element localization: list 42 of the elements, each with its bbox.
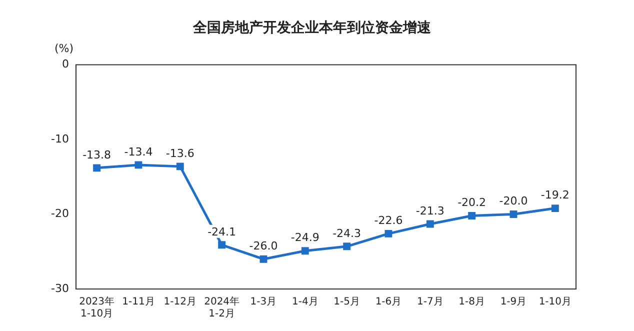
point	[176, 162, 184, 170]
y-tick-label: -30	[51, 282, 69, 295]
x-tick-label: 1-10月	[538, 296, 572, 308]
x-tick-label: 1-11月	[122, 296, 155, 308]
point	[134, 161, 142, 169]
data-label: -20.2	[458, 196, 486, 210]
x-tick-label: 1-3月	[250, 296, 277, 308]
x-tick-label: 2024年 1-2月	[204, 296, 240, 320]
x-tick-label: 1-4月	[292, 296, 318, 308]
x-tick-label: 1-9月	[500, 296, 527, 308]
data-label: -19.2	[540, 188, 570, 202]
x-tick-label: 2023年 1-10月	[79, 296, 115, 320]
data-label: -24.1	[208, 225, 236, 238]
data-label: -20.0	[499, 194, 528, 208]
y-tick-label: -10	[51, 132, 69, 146]
point	[301, 247, 309, 255]
point	[468, 212, 476, 220]
point	[510, 210, 518, 218]
point	[384, 230, 392, 238]
x-tick-label: 1-6月	[375, 296, 402, 308]
data-label: -21.3	[416, 204, 444, 218]
point	[93, 164, 101, 172]
y-axis-title: (%)	[54, 42, 74, 56]
data-label: -13.8	[82, 148, 112, 162]
point	[426, 220, 434, 228]
y-tick-label: 0	[62, 58, 69, 71]
chart-title: 全国房地产开发企业本年到位资金增速	[192, 19, 432, 36]
data-label: -13.4	[124, 145, 153, 158]
data-label: -24.3	[332, 226, 362, 240]
y-tick-label: -20	[51, 207, 69, 220]
data-label: -26.0	[249, 239, 278, 252]
point	[218, 241, 226, 249]
data-label: -13.6	[166, 146, 194, 160]
x-tick-label: 1-8月	[458, 296, 485, 308]
point	[551, 204, 559, 212]
x-tick-label: 1-7月	[416, 296, 444, 308]
x-tick-label: 1-5月	[334, 296, 360, 308]
data-label: -24.9	[290, 231, 320, 244]
x-tick-label: 1-12月	[164, 296, 196, 308]
point	[343, 242, 351, 250]
point	[260, 255, 268, 263]
data-label: -22.6	[374, 214, 403, 228]
